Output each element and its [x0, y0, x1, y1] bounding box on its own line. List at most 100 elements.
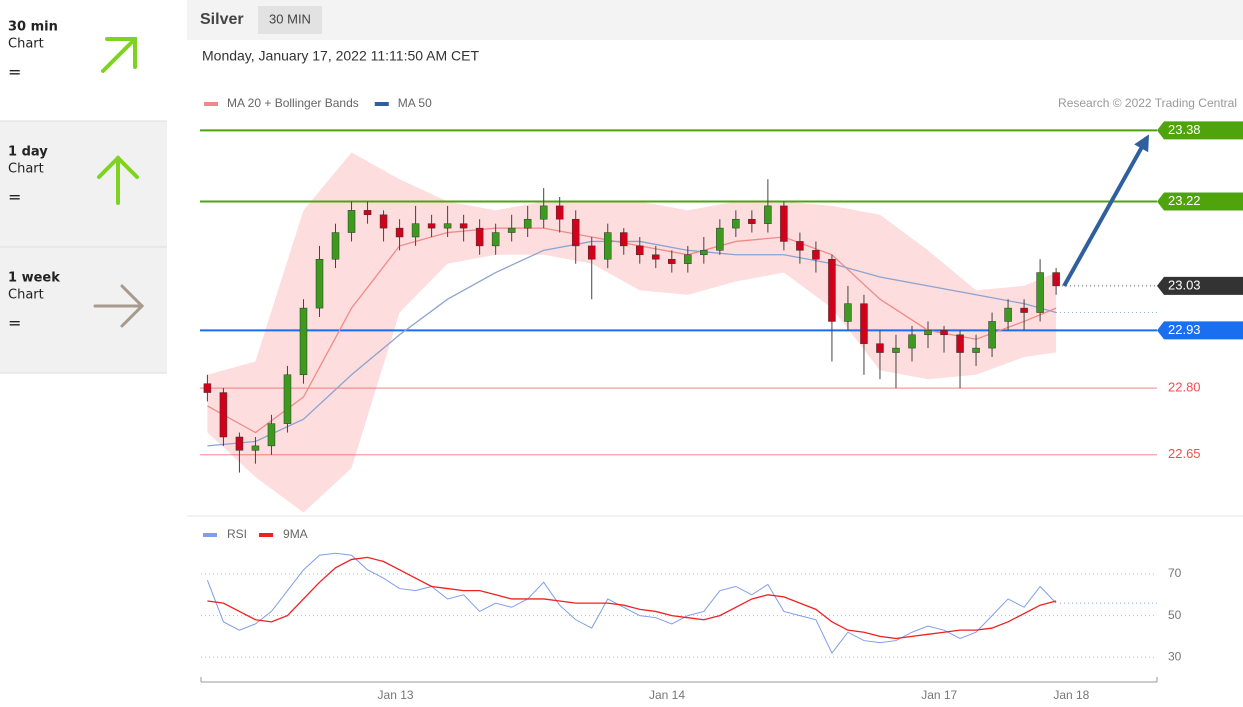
y-tick-label: 70 — [1168, 566, 1182, 580]
candle-body — [331, 232, 340, 260]
candle-body — [780, 205, 788, 242]
candle-body — [395, 227, 404, 238]
x-tick-label: Jan 17 — [921, 688, 957, 702]
period: 1 day — [8, 145, 48, 160]
bollinger-band — [207, 152, 1057, 513]
candle-body — [363, 210, 372, 216]
side-item[interactable]: 30 min Chart = — [8, 20, 137, 82]
candle-body — [347, 210, 356, 233]
interval[interactable]: 30 MIN — [269, 11, 311, 26]
candle-body — [764, 205, 772, 224]
label: Chart — [8, 288, 44, 303]
level-tag — [1157, 276, 1243, 295]
candle-body — [427, 223, 436, 229]
legend-swatch — [203, 533, 217, 537]
candle-body — [796, 241, 804, 251]
legend-swatch — [374, 102, 389, 106]
candle-body — [251, 445, 260, 451]
candle-body — [940, 330, 948, 336]
side-item[interactable]: 1 day Chart = — [8, 145, 139, 207]
candle-body — [684, 254, 692, 264]
legend-swatch — [204, 102, 218, 106]
legend-swatch — [259, 533, 274, 537]
candle-body — [523, 218, 532, 229]
candle-body — [1020, 307, 1028, 313]
candle-body — [972, 347, 980, 353]
forecast-arrowhead — [1134, 134, 1149, 153]
level-label: 22.65 — [1168, 446, 1201, 461]
candle-body — [443, 223, 452, 229]
candle-body — [1004, 307, 1012, 322]
candle-body — [507, 227, 516, 233]
candle-body — [812, 250, 820, 260]
level-tag — [1157, 121, 1243, 140]
arrow-icon — [93, 284, 145, 328]
candle-body — [844, 303, 852, 322]
level-label: 23.38 — [1168, 122, 1201, 137]
period: 30 min — [8, 20, 58, 35]
candle-body — [235, 436, 244, 451]
candle-body — [652, 254, 660, 260]
level-tag — [1157, 192, 1243, 211]
candle-body — [716, 227, 724, 251]
candle-body — [1052, 272, 1060, 287]
candle-body — [475, 227, 484, 247]
candle-body — [668, 258, 676, 264]
level-label: 22.93 — [1168, 322, 1201, 337]
y-tick-label: 50 — [1168, 608, 1182, 622]
signal: = — [8, 188, 21, 207]
side-item-bg — [0, 0, 167, 121]
candle-body — [587, 245, 596, 260]
x-tick-label: Jan 18 — [1053, 688, 1089, 702]
legend-label: RSI — [227, 527, 247, 541]
credit: Research © 2022 Trading Central — [1058, 96, 1237, 110]
candle-body — [892, 347, 900, 353]
arrow-icon — [97, 155, 139, 205]
candle-body — [956, 334, 964, 353]
candle-body — [620, 232, 628, 247]
candle-body — [315, 258, 324, 309]
candle-body — [459, 223, 468, 229]
level-tag — [1157, 321, 1243, 340]
signal: = — [8, 63, 21, 82]
candle-body — [748, 218, 756, 224]
chart-subtitle: Monday, January 17, 2022 11:11:50 AM CET — [202, 48, 480, 64]
legend-label: MA 20 + Bollinger Bands — [227, 96, 359, 110]
instrument: Silver — [200, 11, 244, 28]
x-tick-label: Jan 13 — [378, 688, 414, 702]
series-line — [206, 552, 1057, 654]
header-bar — [187, 0, 1243, 40]
side-item[interactable]: 1 week Chart = — [8, 271, 145, 333]
period: 1 week — [8, 271, 60, 286]
candle-body — [219, 392, 228, 438]
candle-body — [1036, 272, 1044, 313]
candle-body — [379, 214, 388, 229]
level-label: 23.22 — [1168, 193, 1201, 208]
candle-body — [267, 423, 276, 447]
candle-body — [988, 321, 996, 349]
candle-body — [555, 205, 564, 220]
interval-badge[interactable] — [258, 6, 322, 34]
candle-body — [876, 343, 884, 353]
x-tick-label: Jan 14 — [649, 688, 685, 702]
candle-body — [636, 245, 644, 256]
level-label: 23.03 — [1168, 277, 1201, 292]
legend-label: 9MA — [283, 527, 308, 541]
candle-body — [539, 205, 548, 220]
forecast-arrow — [1062, 143, 1145, 287]
series-line — [207, 556, 1057, 640]
candle-body — [491, 232, 500, 247]
signal: = — [8, 314, 21, 333]
candle-body — [924, 330, 932, 336]
candle-body — [411, 223, 420, 238]
label: Chart — [8, 162, 44, 177]
y-tick-label: 30 — [1168, 649, 1182, 663]
candle-body — [603, 232, 612, 260]
level-label: 22.80 — [1168, 380, 1201, 395]
legend-label: MA 50 — [398, 96, 432, 110]
candle-body — [732, 218, 740, 229]
candle-body — [828, 258, 836, 322]
candle-body — [860, 303, 868, 344]
